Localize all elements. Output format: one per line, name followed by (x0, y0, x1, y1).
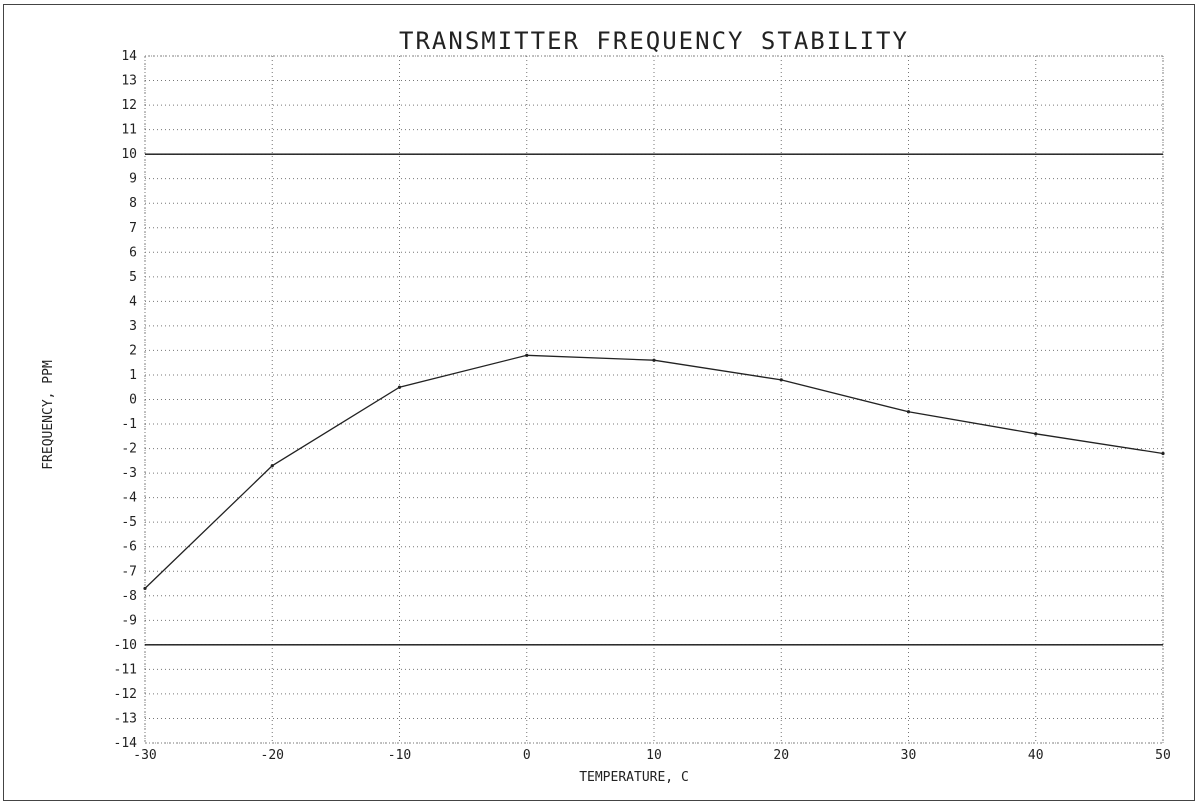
data-point (143, 586, 147, 591)
x-tick-label: 0 (523, 748, 531, 763)
y-tick-label: 0 (129, 393, 137, 408)
data-point (1034, 432, 1038, 436)
chart-title: TRANSMITTER FREQUENCY STABILITY (399, 27, 909, 55)
y-tick-labels: 14131211109876543210-1-2-3-4-5-6-7-8-9-1… (114, 49, 138, 751)
series-line (144, 354, 1164, 589)
y-tick-label: -4 (121, 491, 137, 506)
y-tick-label: 10 (121, 147, 137, 162)
frequency-stability-chart: TRANSMITTER FREQUENCY STABILITY FREQUENC… (41, 27, 1171, 785)
reference-lines (145, 153, 1163, 646)
data-point (525, 353, 529, 357)
y-tick-label: 6 (129, 245, 137, 260)
y-tick-label: -6 (121, 540, 137, 555)
y-tick-label: 1 (129, 368, 137, 383)
y-tick-label: 2 (129, 343, 137, 358)
x-axis-label: TEMPERATURE, C (579, 770, 689, 785)
x-tick-label: -30 (133, 748, 156, 763)
data-point (397, 385, 402, 389)
y-tick-label: -11 (114, 662, 137, 677)
x-tick-label: -20 (261, 748, 284, 763)
data-point (652, 358, 656, 362)
y-tick-label: 4 (129, 294, 137, 309)
y-tick-label: 13 (121, 74, 137, 89)
y-tick-label: -7 (121, 564, 137, 579)
y-tick-label: 8 (129, 196, 137, 211)
x-tick-labels: -30 -20 -10 0 10 20 30 40 50 (133, 748, 1171, 763)
y-tick-label: -3 (121, 466, 137, 481)
x-tick-label: 30 (901, 748, 917, 763)
y-tick-label: -1 (121, 417, 137, 432)
series (143, 353, 1165, 591)
y-tick-label: 5 (129, 270, 137, 285)
y-tick-label: -10 (114, 638, 137, 653)
data-point (1161, 451, 1165, 456)
x-tick-label: 20 (773, 748, 789, 763)
data-point (779, 378, 783, 382)
y-tick-label: 9 (129, 172, 137, 187)
y-tick-label: -8 (121, 589, 137, 604)
chart-frame: TRANSMITTER FREQUENCY STABILITY FREQUENC… (3, 4, 1195, 801)
x-tick-label: -10 (388, 748, 411, 763)
y-tick-label: 7 (129, 221, 137, 236)
y-tick-label: -12 (114, 687, 137, 702)
grid (144, 55, 1164, 744)
y-tick-label: 12 (121, 98, 137, 113)
x-tick-label: 40 (1028, 748, 1044, 763)
x-tick-label: 50 (1155, 748, 1171, 763)
data-point (270, 464, 274, 468)
y-tick-label: -2 (121, 442, 137, 457)
x-tick-label: 10 (646, 748, 662, 763)
data-point (906, 410, 911, 414)
y-tick-label: 11 (121, 123, 137, 138)
y-tick-label: -9 (121, 613, 137, 628)
y-axis-label: FREQUENCY, PPM (41, 360, 56, 470)
y-tick-label: 14 (121, 49, 137, 64)
y-tick-label: -14 (114, 736, 138, 751)
y-tick-label: 3 (129, 319, 137, 334)
y-tick-label: -5 (121, 515, 137, 530)
y-tick-label: -13 (114, 711, 137, 726)
